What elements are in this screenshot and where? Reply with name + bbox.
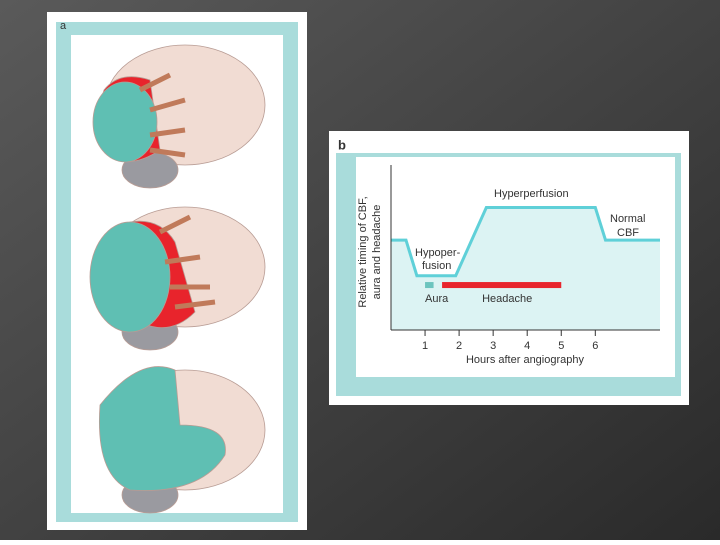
panel-label: a — [60, 20, 67, 32]
x-tick-label: 2 — [456, 340, 462, 352]
range-bar — [442, 282, 562, 289]
x-tick-label: 1 — [422, 340, 428, 352]
annotation: Hyperperfusion — [494, 188, 569, 200]
chart: Aura Headache 1 2 3 4 5 6 — [390, 165, 660, 352]
bar-label: Aura — [425, 293, 449, 305]
line — [391, 206, 660, 278]
x-axis-title: Hours after angiography — [466, 354, 585, 366]
x-tick-label: 3 — [490, 340, 496, 352]
annotation: Normal — [610, 213, 645, 225]
x-tick-label: 5 — [558, 340, 564, 352]
bar-label: Headache — [482, 293, 532, 305]
x-tick-label: 4 — [524, 340, 530, 352]
range-bar — [425, 282, 434, 289]
annotation: fusion — [422, 260, 451, 272]
y-axis-title: Relative timing of CBF, — [357, 196, 369, 307]
panel-label: b — [338, 137, 346, 152]
annotation: CBF — [617, 227, 639, 239]
y-axis-title: aura and headache — [371, 205, 383, 300]
x-tick-label: 6 — [592, 340, 598, 352]
area — [391, 207, 660, 330]
brain-illustrations — [89, 44, 266, 514]
annotation: Hypoper- — [415, 247, 461, 259]
